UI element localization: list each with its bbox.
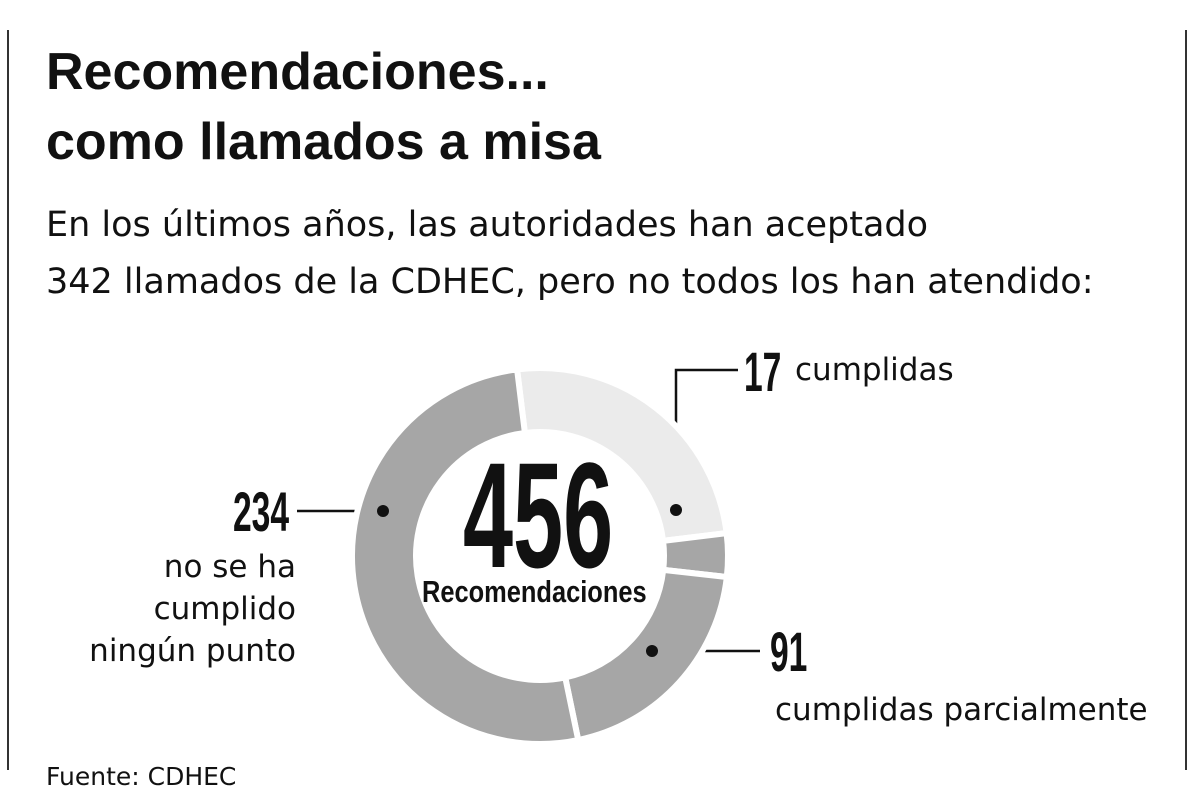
donut-segment: [513, 365, 730, 545]
category-label: no se ha cumplido ningún punto: [89, 549, 296, 669]
center-value: 456: [463, 431, 614, 599]
value-label: 91: [770, 620, 808, 683]
donut-segment: [349, 366, 582, 747]
leader-dot: [646, 645, 658, 657]
title: Recomendaciones...: [46, 43, 549, 101]
value-label: 17: [744, 340, 782, 403]
subtitle: 342 llamados de la CDHEC, pero no todos …: [46, 262, 1094, 302]
leader-dot: [377, 505, 389, 517]
subtitle: En los últimos años, las autoridades han…: [46, 205, 929, 245]
center-label: Recomendaciones: [422, 574, 647, 609]
leader-dot: [670, 504, 682, 516]
source: Fuente: CDHEC: [46, 762, 237, 791]
category-label: cumplidas: [795, 352, 954, 388]
value-label: 234: [233, 480, 290, 543]
title: como llamados a misa: [46, 113, 601, 171]
category-label: cumplidas parcialmente: [775, 692, 1148, 728]
